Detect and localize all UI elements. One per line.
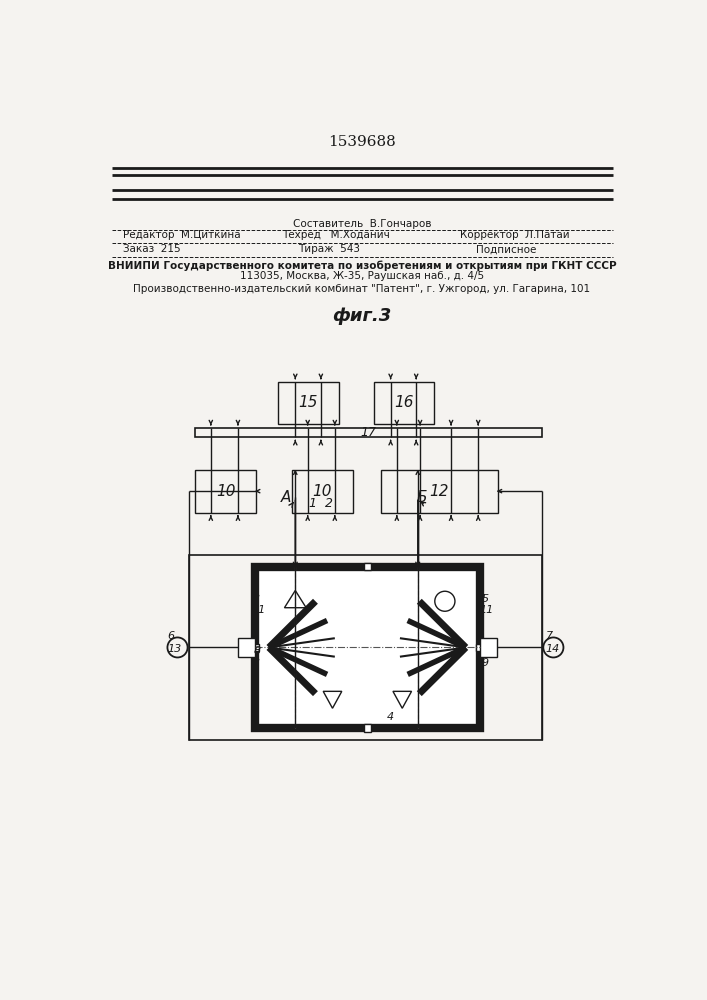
Text: 1  2: 1 2: [309, 497, 333, 510]
Text: 16: 16: [394, 395, 414, 410]
Bar: [279, 382, 339, 424]
Text: 4: 4: [387, 712, 395, 722]
Bar: [251, 644, 259, 651]
Text: Корректор  Л.Патай: Корректор Л.Патай: [460, 231, 570, 240]
Text: 5: 5: [481, 594, 489, 604]
Bar: [373, 382, 434, 424]
Text: А: А: [281, 490, 291, 505]
Bar: [476, 644, 484, 651]
Text: 12: 12: [430, 484, 449, 499]
Text: 10: 10: [216, 484, 235, 499]
Text: 1539688: 1539688: [328, 135, 396, 149]
Text: Подписное: Подписное: [476, 244, 536, 254]
Text: фиг.3: фиг.3: [332, 307, 392, 325]
Bar: [363, 724, 371, 732]
Text: Редактор  М.Циткина: Редактор М.Циткина: [123, 231, 241, 240]
Bar: [195, 428, 542, 437]
Text: 3: 3: [253, 594, 261, 604]
Text: 10: 10: [312, 484, 332, 499]
Text: 15: 15: [299, 395, 318, 410]
Text: 13: 13: [168, 644, 182, 654]
Bar: [363, 563, 371, 570]
Text: 9: 9: [481, 658, 489, 668]
Text: Техред   М.Ходанич: Техред М.Ходанич: [282, 231, 390, 240]
Bar: [189, 555, 542, 740]
Text: 11: 11: [252, 605, 266, 615]
Bar: [195, 470, 256, 513]
Text: ВНИИПИ Государственного комитета по изобретениям и открытиям при ГКНТ СССР: ВНИИПИ Государственного комитета по изоб…: [107, 260, 617, 271]
Text: 7: 7: [546, 631, 553, 641]
Text: 6: 6: [168, 631, 175, 641]
Text: Составитель  В.Гончаров: Составитель В.Гончаров: [293, 219, 431, 229]
Bar: [480, 638, 497, 657]
Text: 3: 3: [253, 658, 261, 668]
Text: Тираж  543: Тираж 543: [298, 244, 360, 254]
Text: 8: 8: [253, 646, 261, 656]
Bar: [292, 470, 353, 513]
Text: Б: Б: [416, 490, 427, 505]
Text: 17: 17: [360, 426, 376, 439]
Bar: [381, 470, 498, 513]
Text: Производственно-издательский комбинат "Патент", г. Ужгород, ул. Гагарина, 101: Производственно-издательский комбинат "П…: [134, 284, 590, 294]
Text: Заказ  215: Заказ 215: [123, 244, 181, 254]
Bar: [255, 567, 480, 728]
Text: 14: 14: [546, 644, 560, 654]
Text: 11: 11: [480, 605, 494, 615]
Text: 113035, Москва, Ж-35, Раушская наб., д. 4/5: 113035, Москва, Ж-35, Раушская наб., д. …: [240, 271, 484, 281]
Bar: [238, 638, 255, 657]
